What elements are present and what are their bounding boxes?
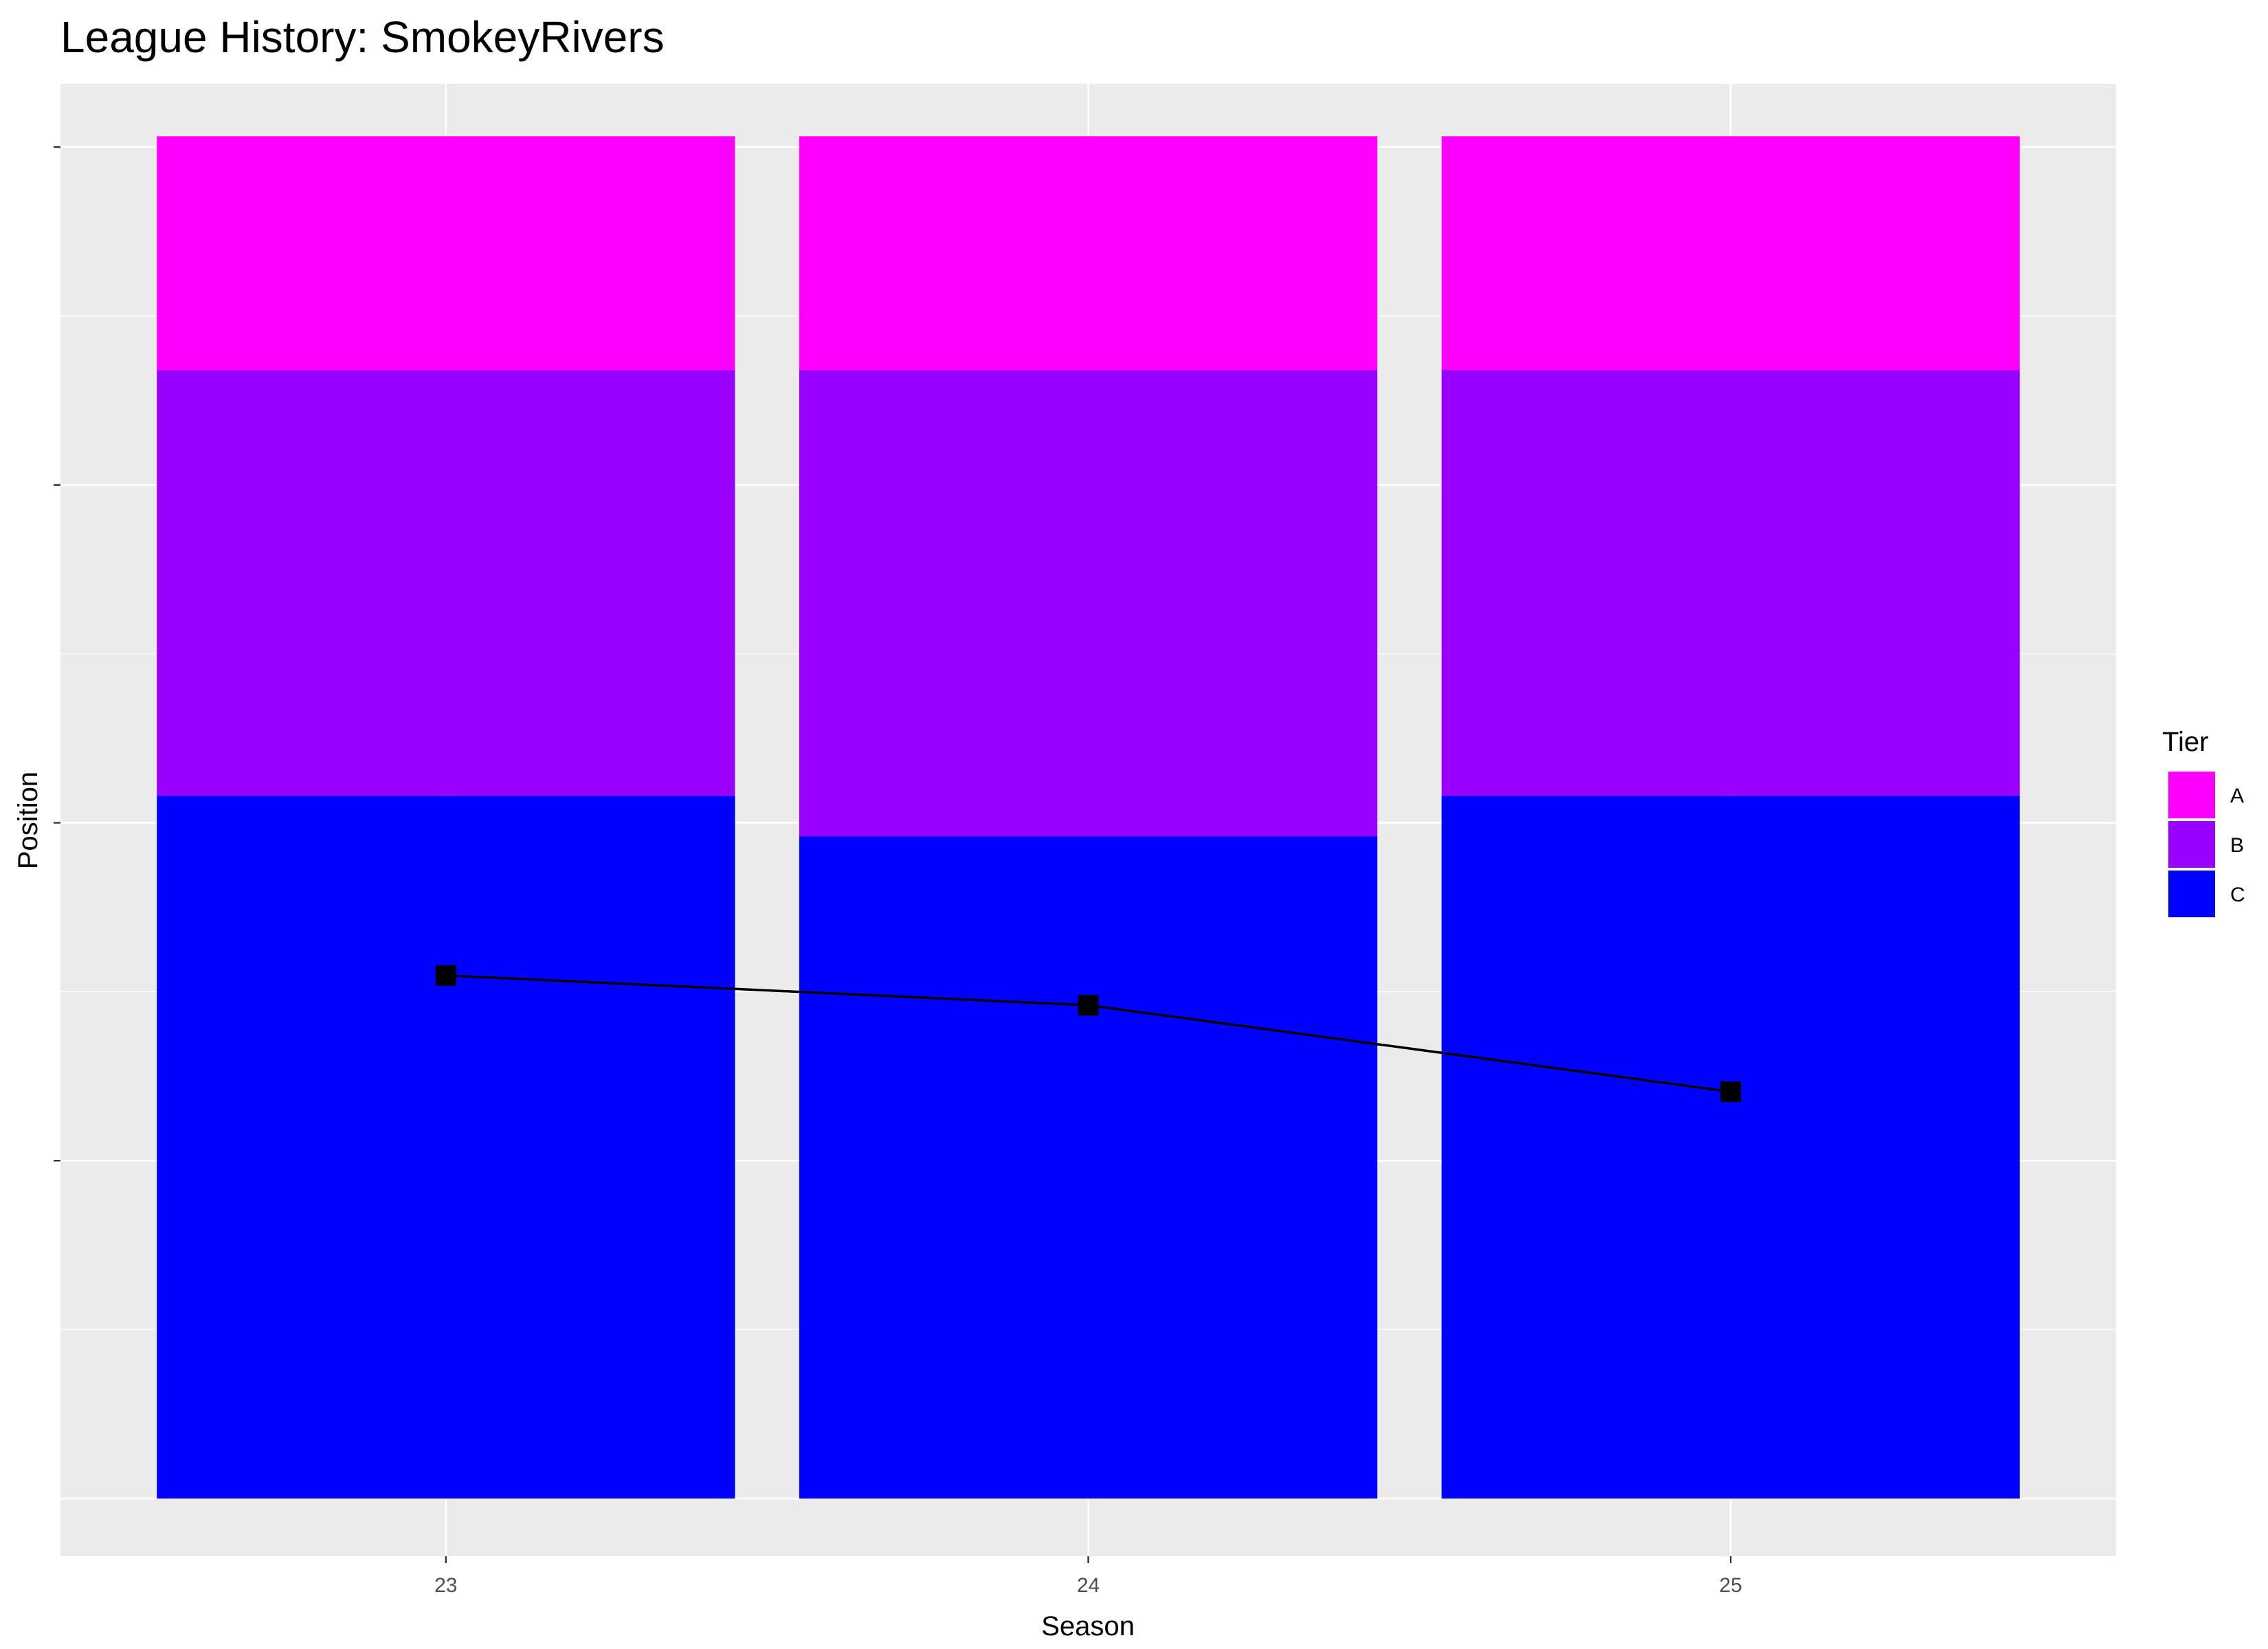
- x-tick-label: 23: [434, 1574, 457, 1597]
- chart-title: League History: SmokeyRivers: [60, 12, 665, 62]
- legend-key-C: [2168, 871, 2215, 917]
- y-axis-title: Position: [13, 772, 43, 869]
- position-point-24: [1078, 995, 1099, 1016]
- position-point-25: [1720, 1081, 1742, 1102]
- bar-B-24: [799, 370, 1378, 837]
- legend: Tier A B C: [2162, 727, 2245, 917]
- bars: [157, 136, 2020, 1499]
- legend-title: Tier: [2162, 727, 2208, 757]
- bar-B-25: [1441, 370, 2020, 796]
- bar-C-23: [157, 796, 735, 1499]
- bar-A-24: [799, 136, 1378, 370]
- bar-B-23: [157, 370, 735, 796]
- x-tick-label: 25: [1720, 1574, 1742, 1597]
- legend-label-A: A: [2230, 785, 2244, 807]
- position-line: [435, 965, 1742, 1102]
- legend-key-B: [2168, 821, 2215, 868]
- legend-label-B: B: [2230, 834, 2244, 857]
- x-tick-label: 24: [1077, 1574, 1100, 1597]
- position-point-23: [435, 965, 456, 986]
- bar-A-25: [1441, 136, 2020, 370]
- legend-key-A: [2168, 772, 2215, 818]
- bar-A-23: [157, 136, 735, 370]
- y-axis-ticks: [54, 146, 60, 1162]
- bar-C-24: [799, 836, 1378, 1499]
- x-axis-ticks: 23 24 25: [434, 1556, 1742, 1597]
- bar-C-25: [1441, 796, 2020, 1499]
- legend-label-C: C: [2230, 884, 2245, 906]
- x-axis-title: Season: [1041, 1611, 1135, 1641]
